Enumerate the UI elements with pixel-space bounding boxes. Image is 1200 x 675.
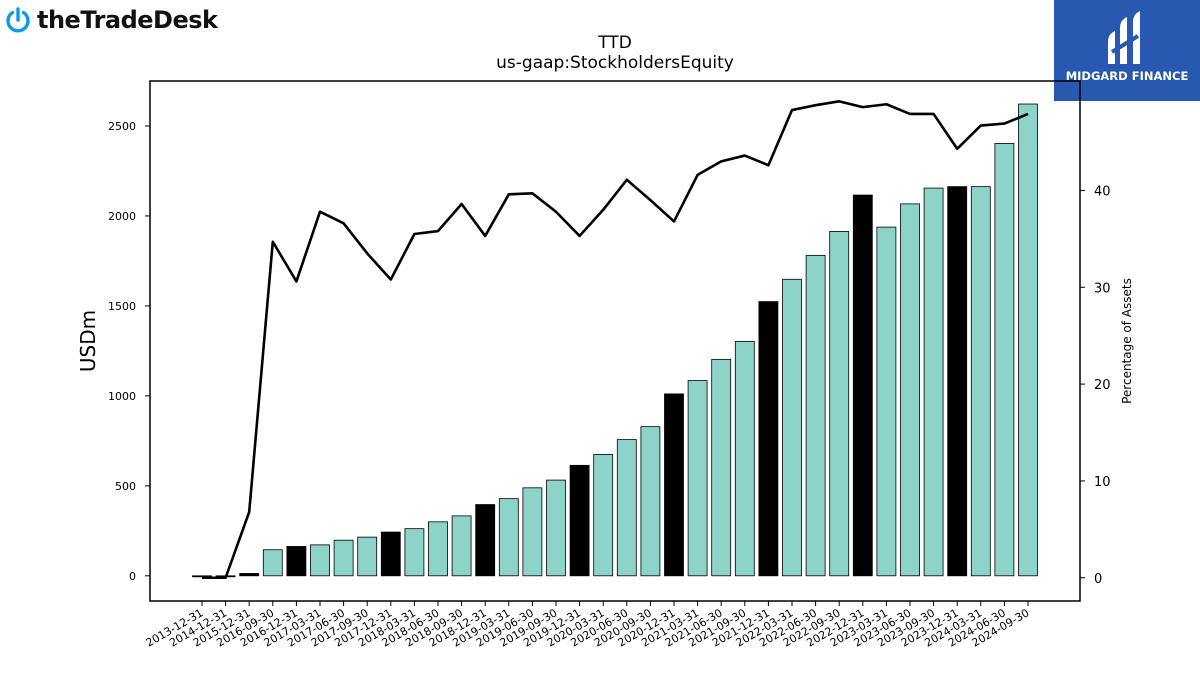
- y-tick-label: 1500: [108, 300, 136, 313]
- bar-2024-06-30: [994, 143, 1015, 577]
- bar-2021-06-30: [711, 358, 732, 577]
- trade-desk-logo: theTradeDesk: [4, 4, 218, 36]
- x-axis: 2013-12-312014-12-312015-12-312016-09-30…: [144, 601, 1032, 650]
- bar-2017-03-31: [310, 544, 330, 577]
- y2-tick-label: 30: [1094, 281, 1111, 296]
- bar-2019-09-30: [546, 479, 566, 577]
- left-axis: 0 500 1000 1500 2000 2500: [108, 120, 150, 583]
- percentage-line: [202, 100, 1029, 580]
- percentage-line-group: [202, 100, 1029, 580]
- y-tick-label: 2000: [108, 210, 136, 223]
- plot-frame: [149, 80, 1081, 602]
- bars-group: [192, 103, 1038, 578]
- chart-title: TTD: [597, 33, 632, 53]
- bar-2023-12-31: [947, 186, 968, 577]
- midgard-finance-logo-text: MIDGARD FINANCE: [1065, 69, 1189, 83]
- bar-2020-09-30: [640, 426, 661, 577]
- bar-2022-03-31: [782, 278, 802, 577]
- trade-desk-logo-text: theTradeDesk: [37, 6, 218, 34]
- bar-2020-06-30: [616, 439, 637, 577]
- bar-2016-09-30: [262, 549, 283, 577]
- bar-2021-09-30: [734, 340, 755, 577]
- y-tick-label: 1000: [108, 390, 136, 403]
- y2-tick-label: 0: [1094, 572, 1102, 587]
- bar-2023-06-30: [900, 203, 920, 577]
- bar-2020-12-31: [664, 393, 684, 577]
- y-axis-label: USDm: [76, 310, 100, 372]
- bar-2023-03-31: [876, 226, 897, 577]
- y2-tick-label: 10: [1094, 475, 1111, 490]
- bar-2016-12-31: [286, 546, 307, 577]
- bar-2017-06-30: [333, 539, 354, 577]
- bar-2020-03-31: [593, 453, 614, 577]
- bar-2019-03-31: [498, 498, 519, 577]
- bar-2024-03-31: [970, 186, 991, 577]
- bar-2024-09-30: [1018, 103, 1038, 577]
- right-axis: 0 10 20 30 40: [1080, 184, 1111, 587]
- y-tick-label: 0: [129, 570, 136, 583]
- bar-2022-06-30: [805, 254, 826, 577]
- bar-2021-03-31: [687, 380, 708, 577]
- bar-2017-09-30: [357, 536, 378, 577]
- y2-tick-label: 40: [1094, 184, 1111, 199]
- bar-2022-12-31: [852, 194, 873, 577]
- bar-2018-09-30: [451, 515, 472, 577]
- bar-2022-09-30: [829, 231, 850, 577]
- y-tick-label: 2500: [108, 120, 136, 133]
- midgard-finance-logo: MIDGARD FINANCE: [1054, 0, 1200, 101]
- bar-2018-06-30: [428, 521, 448, 577]
- y2-axis-label: Percentage of Assets: [1120, 278, 1134, 404]
- midgard-emblem-icon: [1108, 11, 1140, 64]
- bar-2019-06-30: [522, 487, 543, 577]
- bar-2017-12-31: [380, 531, 401, 577]
- y-tick-label: 500: [115, 480, 136, 493]
- bar-2021-12-31: [758, 301, 779, 577]
- power-icon: [6, 7, 30, 33]
- bar-2015-12-31: [239, 573, 260, 577]
- chart-subtitle: us-gaap:StockholdersEquity: [496, 53, 734, 73]
- bar-2018-12-31: [475, 504, 496, 577]
- bar-2019-12-31: [569, 464, 590, 577]
- bar-2018-03-31: [404, 528, 425, 577]
- bar-2023-09-30: [923, 187, 944, 577]
- y2-tick-label: 20: [1094, 378, 1111, 393]
